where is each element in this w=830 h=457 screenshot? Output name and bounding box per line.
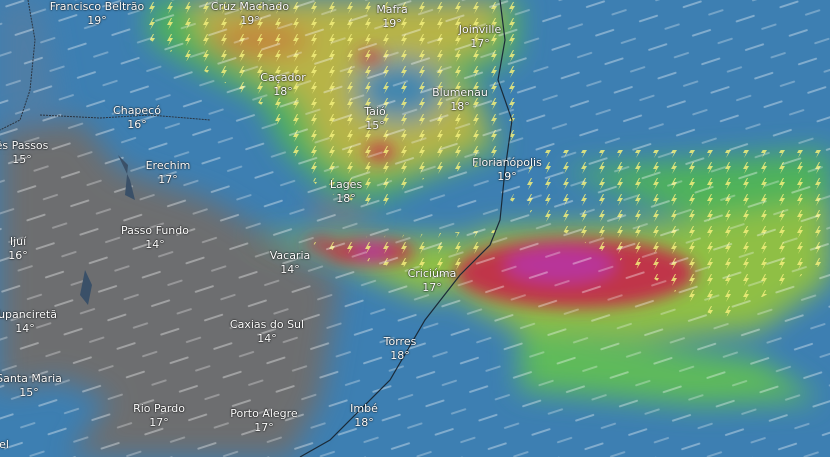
city-label[interactable]: Mafra 19° xyxy=(376,3,408,30)
city-label[interactable]: Taió 15° xyxy=(364,105,386,132)
city-label[interactable]: Blumenau 18° xyxy=(432,86,488,113)
city-label[interactable]: Erechim 17° xyxy=(145,159,191,186)
city-label[interactable]: Chapecó 16° xyxy=(113,104,161,131)
city-label[interactable]: Porto Alegre 17° xyxy=(230,407,298,434)
city-label[interactable]: Caçador 18° xyxy=(260,71,306,98)
city-label[interactable]: Joinville 17° xyxy=(458,23,502,50)
lake xyxy=(80,155,135,305)
city-label[interactable]: Imbé 18° xyxy=(350,402,378,429)
city-label[interactable]: Cruz Machado 19° xyxy=(210,0,290,27)
city-label[interactable]: Tupanciretã14° xyxy=(0,308,57,335)
city-label[interactable]: Criciúma 17° xyxy=(407,267,457,294)
city-label[interactable]: ês Passos 15° xyxy=(0,139,49,166)
city-label[interactable]: Francisco Beltrão 19° xyxy=(49,0,145,27)
city-label[interactable]: Santa Maria 15° xyxy=(0,372,62,399)
state-border xyxy=(0,0,211,131)
city-label[interactable]: el xyxy=(0,438,9,451)
city-label[interactable]: Torres 18° xyxy=(383,335,417,362)
city-label[interactable]: Rio Pardo 17° xyxy=(133,402,185,429)
city-label[interactable]: Ijuí 16° xyxy=(8,235,28,262)
city-label[interactable]: Florianópolis 19° xyxy=(472,156,542,183)
city-label[interactable]: Passo Fundo 14° xyxy=(121,224,189,251)
city-label[interactable]: Vacaria 14° xyxy=(269,249,311,276)
city-label[interactable]: Lages 18° xyxy=(329,178,363,205)
coastline xyxy=(299,0,513,457)
city-label[interactable]: Caxias do Sul 14° xyxy=(229,318,305,345)
